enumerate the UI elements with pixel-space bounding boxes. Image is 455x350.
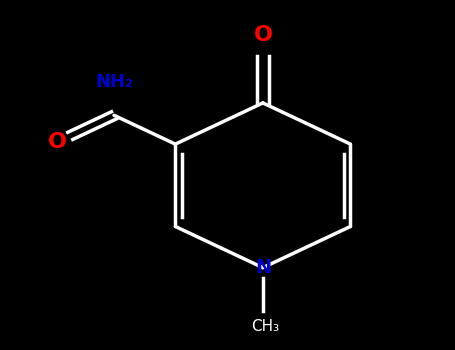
Text: NH₂: NH₂: [95, 72, 133, 91]
Text: O: O: [253, 25, 273, 45]
Text: CH₃: CH₃: [251, 319, 279, 334]
Text: N: N: [255, 258, 271, 277]
Text: O: O: [48, 132, 66, 152]
